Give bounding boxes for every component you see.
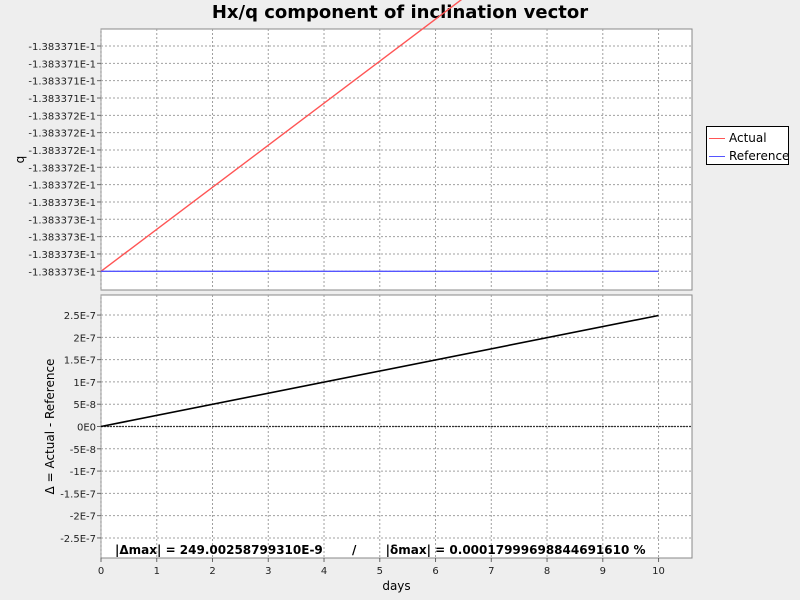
x-tick-label: 1: [154, 566, 160, 577]
top-y-tick-label: -1.383372E-1: [28, 146, 96, 157]
bottom-y-tick-label: -1.5E-7: [60, 489, 96, 500]
bottom-y-tick-label: 2.5E-7: [64, 311, 96, 322]
top-y-tick-label: -1.383371E-1: [28, 77, 96, 88]
series-line-delta: [100, 314, 659, 428]
bottom-y-tick-label: -5E-8: [70, 445, 96, 456]
delta-annotation: |Δmax| = 249.00258799310E-9 / |δmax| = 0…: [115, 543, 646, 557]
x-tick-label: 8: [544, 566, 550, 577]
x-tick-label: 6: [432, 566, 438, 577]
x-tick-label: 3: [265, 566, 271, 577]
x-tick-label: 10: [652, 566, 665, 577]
top-plot-area: [100, 28, 693, 291]
x-tick-label: 0: [98, 566, 104, 577]
legend-label-reference: Reference: [729, 149, 790, 163]
legend-swatch-reference: [709, 156, 725, 157]
bottom-y-tick-label: 5E-8: [73, 400, 96, 411]
x-tick-label: 4: [321, 566, 327, 577]
top-y-tick-label: -1.383372E-1: [28, 163, 96, 174]
x-axis-label: days: [382, 579, 410, 593]
bottom-y-tick-label: -1E-7: [70, 467, 96, 478]
x-tick-label: 9: [600, 566, 606, 577]
top-y-tick-label: -1.383373E-1: [28, 250, 96, 261]
bottom-y-tick-label: 2E-7: [73, 333, 96, 344]
top-y-axis-label: q: [13, 156, 27, 164]
bottom-y-tick-label: 1E-7: [73, 378, 96, 389]
top-y-tick-label: -1.383371E-1: [28, 42, 96, 53]
top-y-tick-label: -1.383371E-1: [28, 94, 96, 105]
bottom-y-tick-label: 1.5E-7: [64, 356, 96, 367]
top-y-tick-label: -1.383373E-1: [28, 233, 96, 244]
legend-item-actual: Actual: [709, 130, 767, 146]
legend-swatch-actual: [709, 138, 725, 139]
legend-label-actual: Actual: [729, 131, 767, 145]
top-y-tick-label: -1.383373E-1: [28, 267, 96, 278]
top-y-tick-label: -1.383373E-1: [28, 198, 96, 209]
chart-title: Hx/q component of inclination vector: [211, 2, 589, 23]
top-y-tick-label: -1.383372E-1: [28, 111, 96, 122]
bottom-y-tick-label: 0E0: [77, 423, 96, 434]
legend-item-reference: Reference: [709, 148, 789, 164]
x-tick-label: 2: [209, 566, 215, 577]
x-tick-label: 5: [377, 566, 383, 577]
legend: Actual Reference: [706, 126, 789, 165]
x-tick-label: 7: [488, 566, 494, 577]
top-y-tick-label: -1.383373E-1: [28, 215, 96, 226]
bottom-y-tick-label: -2.5E-7: [60, 534, 96, 545]
series-line-actual: [100, 0, 463, 272]
top-y-tick-label: -1.383371E-1: [28, 59, 96, 70]
bottom-y-axis-label: Δ = Actual - Reference: [43, 359, 57, 495]
top-y-tick-label: -1.383372E-1: [28, 129, 96, 140]
bottom-y-tick-label: -2E-7: [70, 512, 96, 523]
top-y-tick-label: -1.383372E-1: [28, 181, 96, 192]
